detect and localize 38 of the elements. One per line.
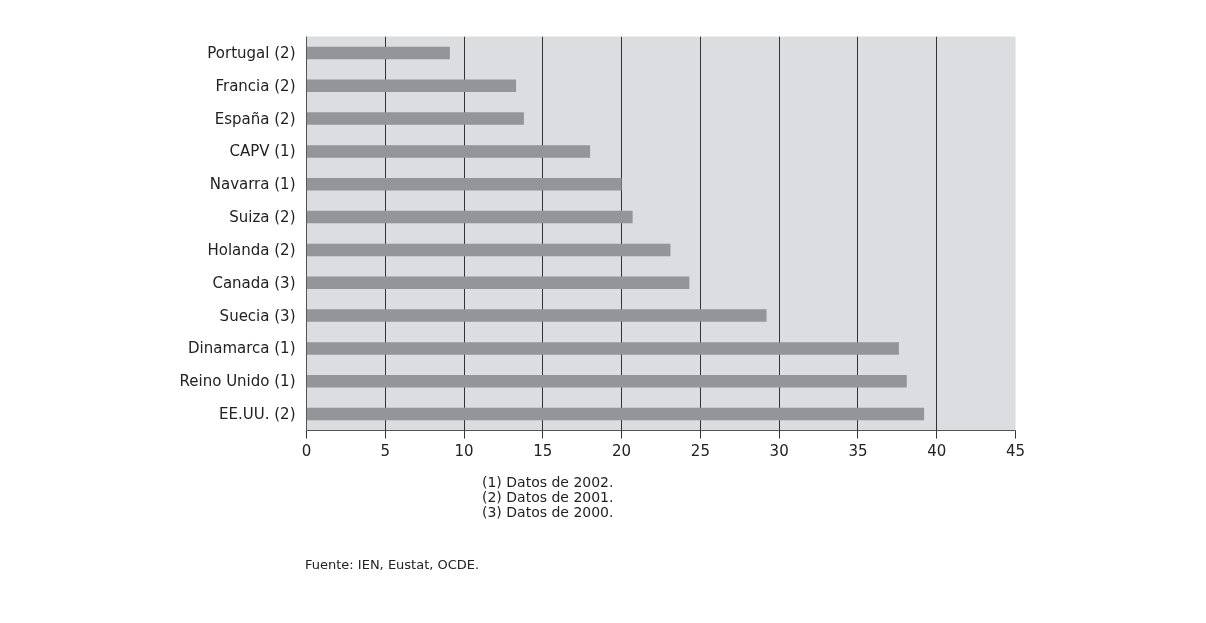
bar	[306, 145, 591, 158]
y-tick-label: EE.UU. (2)	[219, 405, 296, 424]
bar	[306, 309, 767, 322]
x-tick-label: 15	[533, 441, 553, 460]
text: (3) Datos de 2000.	[482, 504, 614, 520]
x-tick-label: 10	[454, 441, 474, 460]
y-tick-label: Dinamarca (1)	[187, 339, 296, 358]
x-tick-label: 25	[690, 441, 710, 460]
y-tick-label: Holanda (2)	[207, 240, 296, 259]
bar	[306, 243, 671, 257]
bar	[306, 375, 907, 388]
x-tick-label: 45	[1005, 441, 1026, 460]
y-tick-label: Portugal (2)	[207, 43, 296, 62]
text: (1) Datos de 2002.	[482, 474, 614, 490]
x-tick-label: 35	[848, 441, 868, 460]
y-tick-label: España (2)	[214, 109, 296, 128]
bar	[306, 178, 622, 191]
x-tick-label: 40	[927, 441, 947, 460]
x-tick-label: 0	[301, 441, 312, 460]
x-tick-label: 5	[380, 441, 391, 460]
x-tick-label: 20	[612, 441, 632, 460]
y-tick-label: Reino Unido (1)	[179, 372, 296, 391]
bar	[306, 276, 690, 289]
y-tick-label: Navarra (1)	[209, 175, 296, 194]
source-note: Fuente: IEN, Eustat, OCDE.	[305, 556, 480, 574]
bar	[306, 79, 517, 92]
bar	[306, 342, 899, 355]
y-tick-label: Canada (3)	[212, 273, 296, 292]
bar	[306, 407, 925, 421]
y-tick-label: CAPV (1)	[229, 142, 296, 161]
bar	[306, 46, 450, 60]
bar	[306, 112, 524, 125]
bar	[306, 210, 633, 224]
x-tick-label: 30	[769, 441, 789, 460]
y-tick-label: Suecia (3)	[219, 306, 296, 325]
y-tick-label: Francia (2)	[215, 76, 296, 95]
text: (2) Datos de 2001.	[482, 489, 614, 505]
y-tick-label: Suiza (2)	[229, 208, 296, 227]
